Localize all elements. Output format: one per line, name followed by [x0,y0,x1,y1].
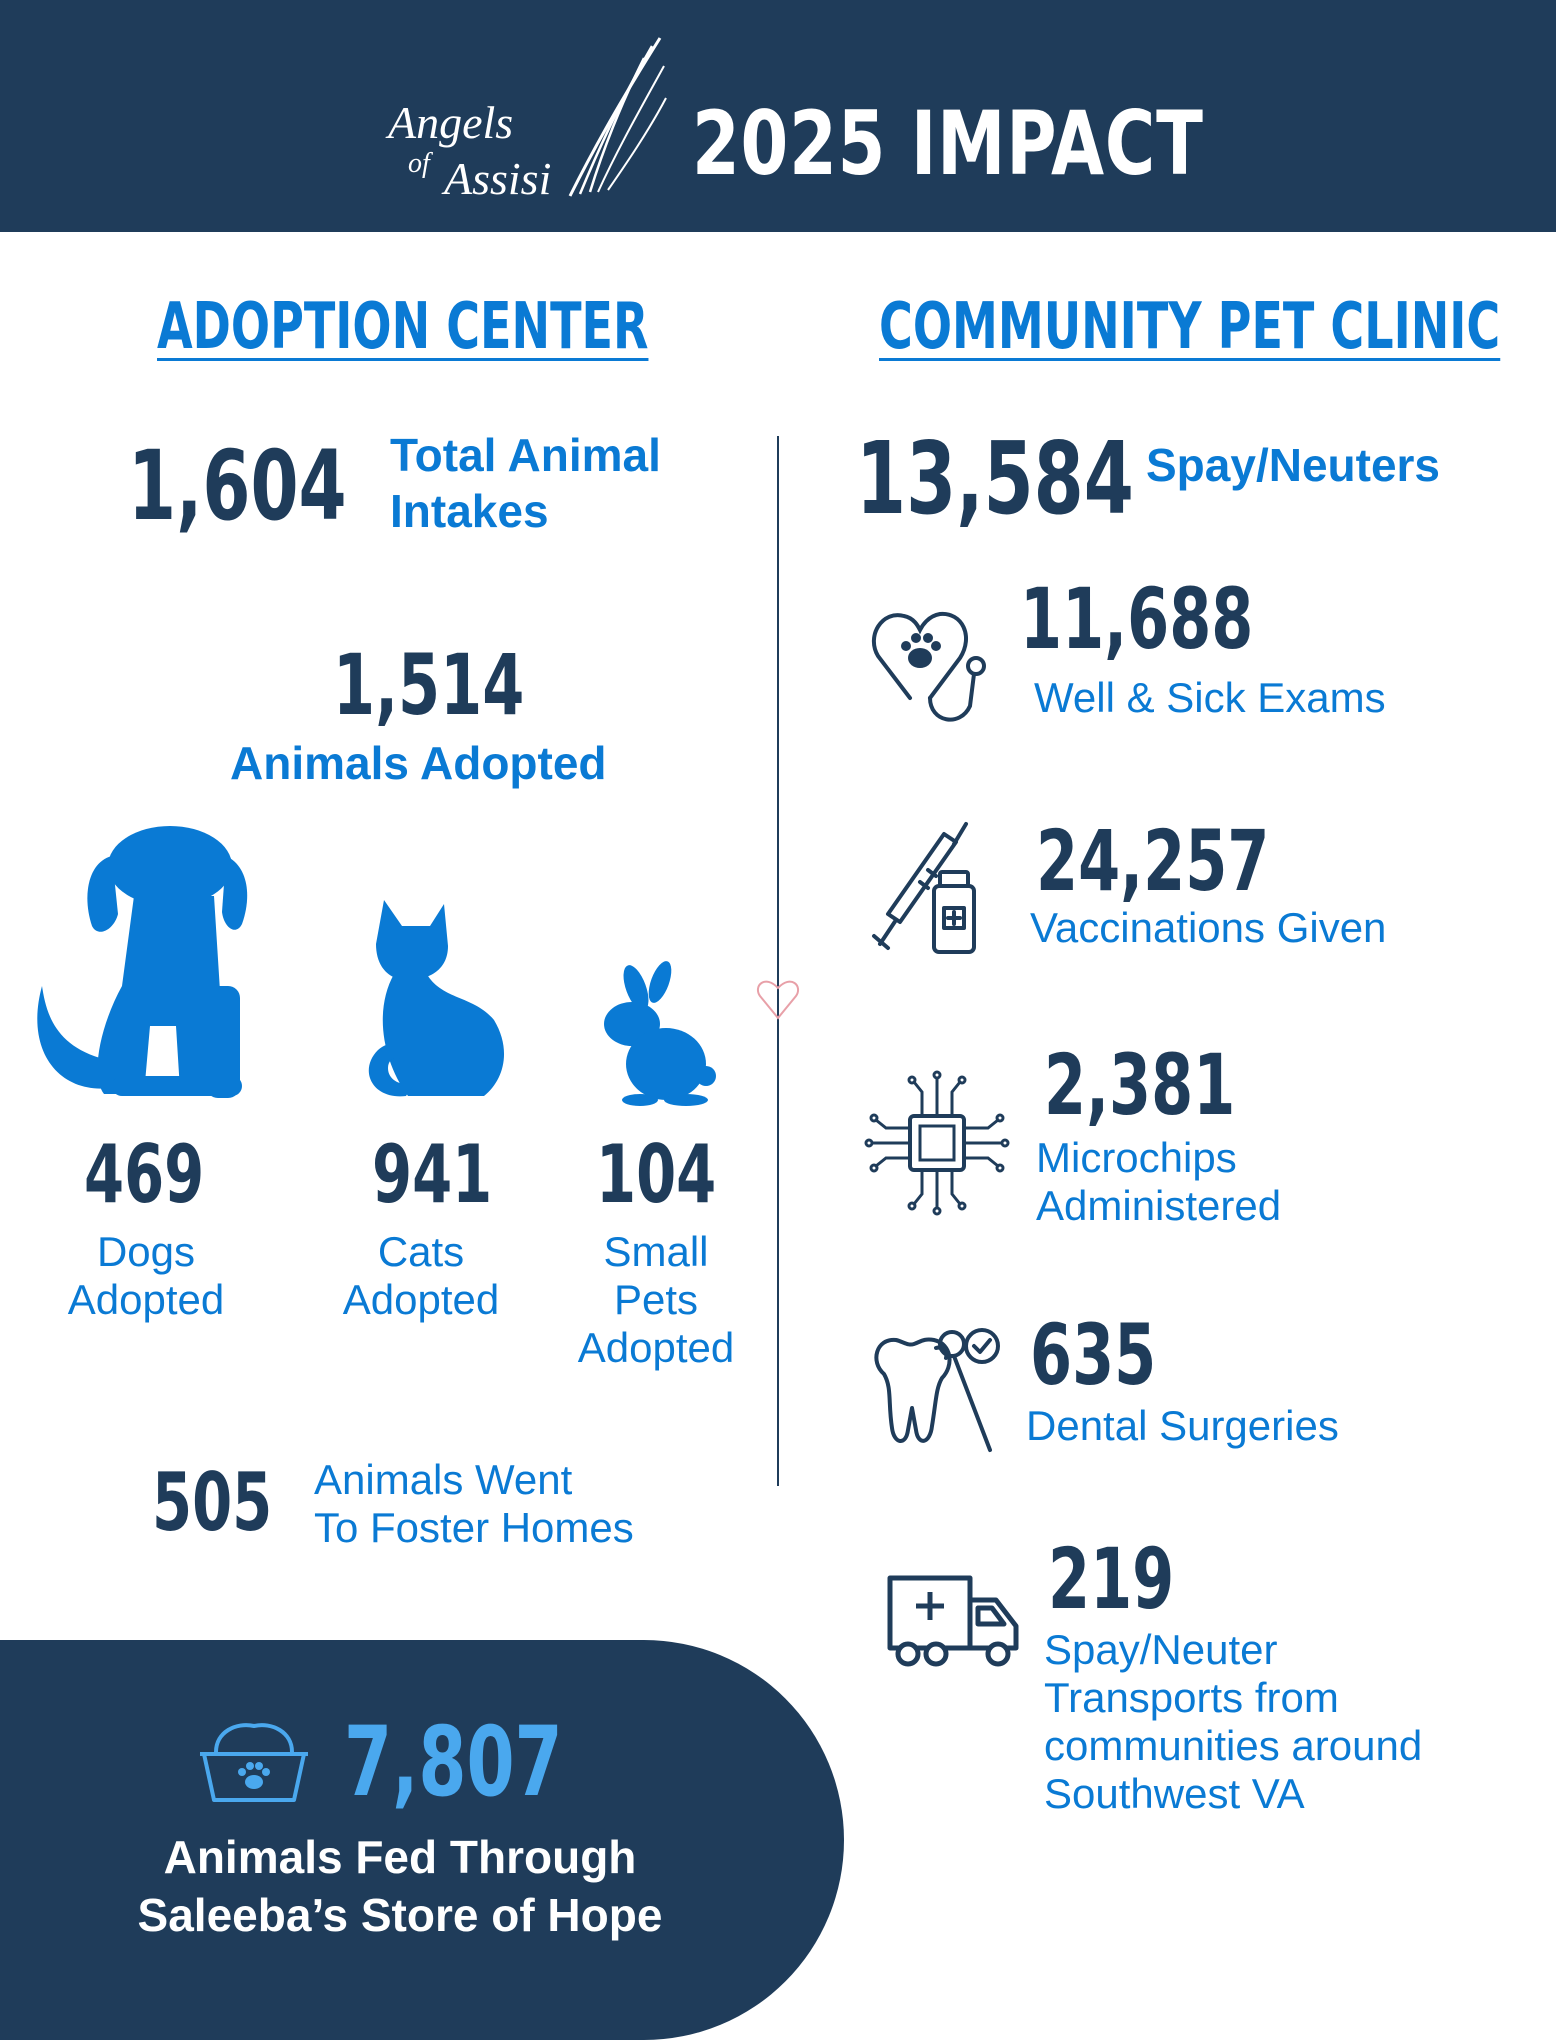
small-pets-adopted-value: 104 [596,1128,717,1221]
cats-adopted-label: Cats Adopted [318,1228,524,1324]
food-bank-value: 7,807 [344,1706,563,1818]
foster-value: 505 [152,1456,273,1549]
transports-label: Spay/Neuter Transports from communities … [1044,1626,1422,1818]
dogs-label-line1: Dogs [96,1228,196,1275]
dog-icon [37,826,248,1098]
animals-adopted-value: 1,514 [333,636,525,734]
microchips-label: Microchips Administered [1036,1134,1281,1230]
small-pets-label-line3: Adopted [577,1324,735,1371]
syringe-vial-icon [872,822,976,954]
microchip-icon [864,1070,1010,1216]
total-intakes-label-line1: Total Animal [390,429,661,481]
food-bank-label-line1: Animals Fed Through [163,1831,637,1883]
food-bank-label-line2: Saleeba’s Store of Hope [137,1889,663,1941]
microchips-label-line2: Administered [1036,1182,1282,1229]
stethoscope-paw-icon [871,611,986,722]
dental-label: Dental Surgeries [1026,1402,1339,1449]
small-pets-adopted-label: Small Pets Adopted [552,1228,760,1372]
small-pets-label-line1: Small [603,1228,709,1275]
cat-icon [368,900,505,1097]
foster-label-line2: To Foster Homes [314,1504,634,1551]
tooth-mirror-icon [874,1328,1000,1452]
cats-label-line2: Adopted [342,1276,500,1323]
logo-text-of: of [408,148,430,179]
cats-adopted-value: 941 [372,1128,493,1221]
logo-text-assisi: Assisi [444,153,552,204]
foster-label: Animals Went To Foster Homes [314,1456,634,1552]
microchips-label-line1: Microchips [1036,1134,1237,1181]
wing-icon [568,37,667,197]
page-title: 2025 IMPACT [692,92,1204,195]
microchips-value: 2,381 [1044,1036,1236,1134]
column-divider [777,436,779,1486]
exams-label: Well & Sick Exams [1034,674,1386,721]
spay-neuter-label: Spay/Neuters [1146,439,1441,491]
total-intakes-label-line2: Intakes [390,485,549,537]
logo [380,36,680,216]
rabbit-icon [604,961,716,1106]
food-bank-panel [0,1640,844,2040]
total-intakes-value: 1,604 [128,430,347,542]
cats-label-line1: Cats [377,1228,465,1275]
adoption-center-heading: ADOPTION CENTER [157,290,649,364]
animals-adopted-label: Animals Adopted [230,737,607,789]
food-bank-label: Animals Fed Through Saleeba’s Store of H… [40,1828,760,1944]
small-pets-label-line2: Pets [613,1276,699,1323]
transports-label-line2: Transports from [1044,1674,1339,1721]
dogs-adopted-label: Dogs Adopted [44,1228,248,1324]
dental-value: 635 [1030,1306,1157,1404]
transports-label-line4: Southwest VA [1044,1770,1305,1817]
transports-label-line3: communities around [1044,1722,1423,1769]
dogs-label-line2: Adopted [67,1276,225,1323]
heart-icon [757,980,799,1020]
vaccinations-label: Vaccinations Given [1030,904,1387,951]
logo-text-angels: Angels [388,97,514,148]
van-icon [887,1575,1019,1667]
community-clinic-heading: COMMUNITY PET CLINIC [879,290,1501,364]
header-banner [0,0,1556,232]
foster-label-line1: Animals Went [314,1456,573,1503]
exams-value: 11,688 [1020,570,1254,668]
vaccinations-value: 24,257 [1036,812,1270,910]
transports-value: 219 [1048,1530,1175,1628]
dogs-adopted-value: 469 [84,1128,205,1221]
transports-label-line1: Spay/Neuter [1044,1626,1278,1673]
pet-food-bowl-icon [200,1723,308,1802]
spay-neuter-value: 13,584 [856,420,1134,537]
